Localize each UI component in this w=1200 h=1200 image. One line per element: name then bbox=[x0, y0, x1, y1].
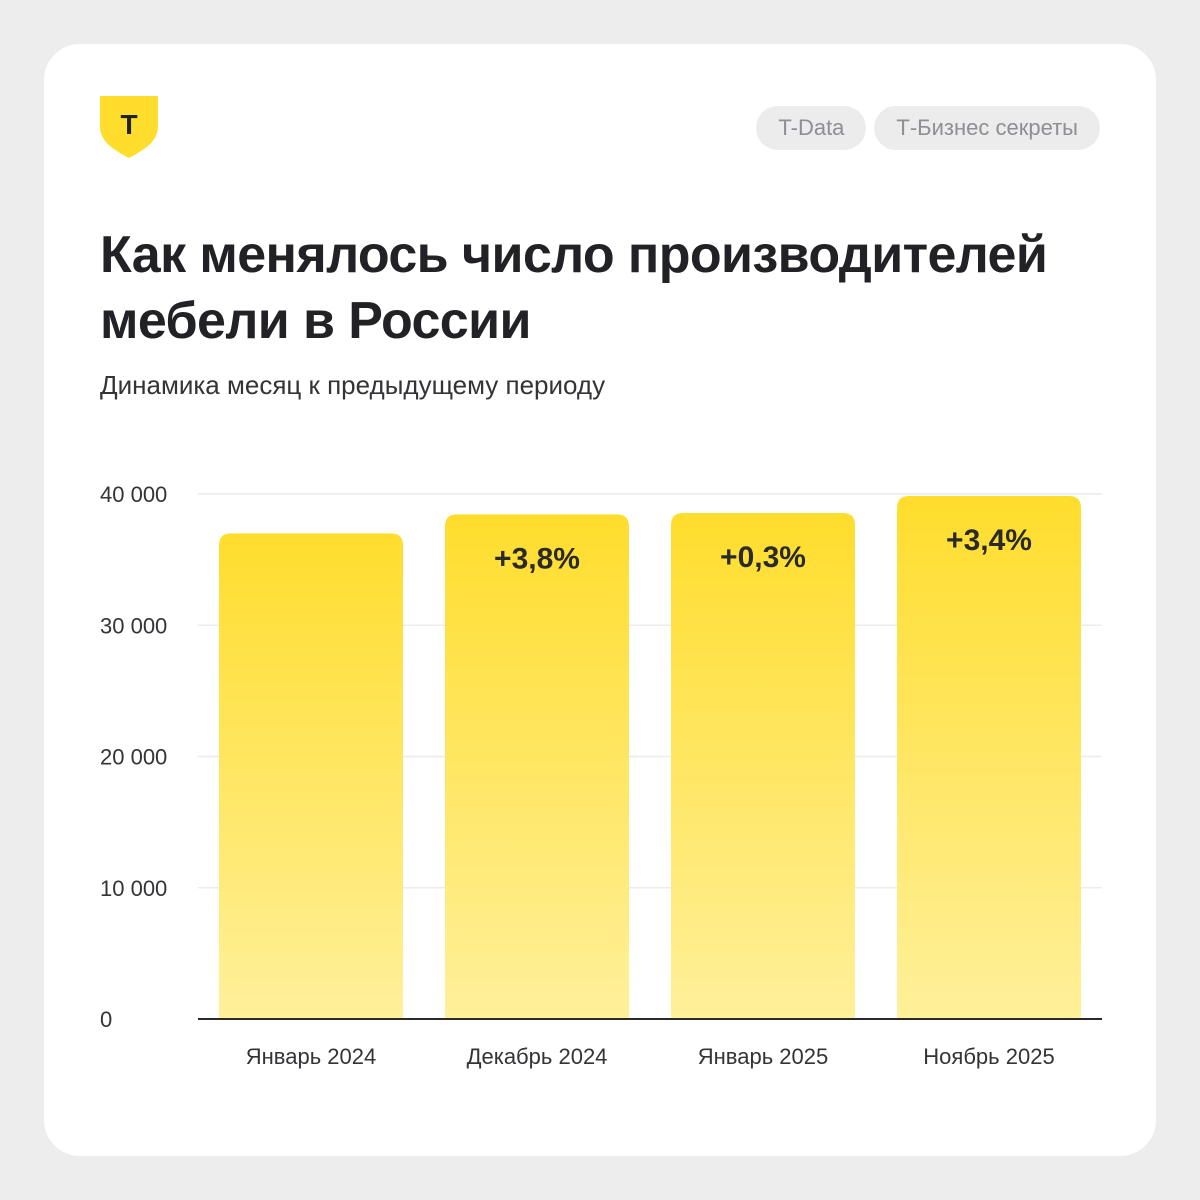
infographic-card: Т T-Data Т-Бизнес секреты Как менялось ч… bbox=[44, 44, 1156, 1156]
y-tick-label: 30 000 bbox=[100, 613, 167, 638]
x-tick-label: Ноябрь 2025 bbox=[923, 1044, 1054, 1069]
bar-data-label: +3,8% bbox=[494, 542, 580, 575]
y-tick-label: 40 000 bbox=[100, 482, 167, 507]
bar-chart: 0 10 000 20 000 30 000 40 000 Январь 2024 +3,8… bbox=[100, 482, 1102, 1069]
x-tick-label: Январь 2024 bbox=[246, 1044, 376, 1069]
page-subtitle: Динамика месяц к предыдущему периоду bbox=[100, 370, 606, 400]
bar bbox=[897, 495, 1081, 1019]
bar bbox=[219, 533, 403, 1019]
x-tick-label: Декабрь 2024 bbox=[467, 1044, 608, 1069]
bar bbox=[671, 513, 855, 1019]
y-tick-label: 10 000 bbox=[100, 876, 167, 901]
logo-letter: Т bbox=[120, 109, 137, 140]
bar-data-label: +0,3% bbox=[720, 541, 806, 574]
bar-data-label: +3,4% bbox=[946, 524, 1032, 557]
bar bbox=[445, 514, 629, 1019]
y-tick-label: 0 bbox=[100, 1007, 112, 1032]
tag-t-data[interactable]: T-Data bbox=[756, 106, 867, 150]
page-title: Как менялось число производителей мебели… bbox=[100, 226, 1048, 350]
y-tick-label: 20 000 bbox=[100, 745, 167, 770]
x-tick-label: Январь 2025 bbox=[698, 1044, 828, 1069]
shield-logo-icon: Т bbox=[100, 96, 158, 158]
tag-business-secrets[interactable]: Т-Бизнес секреты bbox=[874, 106, 1100, 150]
tag-list: T-Data Т-Бизнес секреты bbox=[756, 106, 1100, 150]
